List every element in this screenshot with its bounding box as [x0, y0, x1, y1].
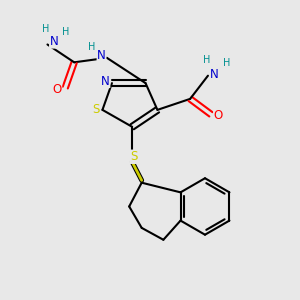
- Text: H: H: [203, 55, 210, 65]
- Text: O: O: [214, 109, 223, 122]
- Text: H: H: [223, 58, 230, 68]
- Text: H: H: [61, 27, 69, 37]
- Text: N: N: [210, 68, 219, 81]
- Text: H: H: [42, 24, 50, 34]
- Text: S: S: [130, 150, 137, 163]
- Text: H: H: [88, 42, 95, 52]
- Text: N: N: [97, 49, 106, 62]
- Text: N: N: [101, 74, 110, 88]
- Text: S: S: [130, 150, 137, 163]
- Text: S: S: [92, 103, 100, 116]
- Text: O: O: [52, 82, 62, 96]
- Text: N: N: [50, 35, 58, 48]
